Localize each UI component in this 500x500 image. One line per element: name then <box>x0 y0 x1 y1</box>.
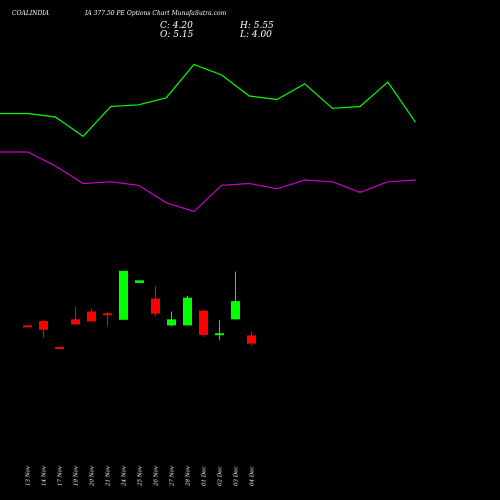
low-value: L: 4.00 <box>239 30 272 40</box>
upper-indicator-line <box>0 63 416 138</box>
candle-25-nov <box>135 280 144 283</box>
x-tick-label: 27 Nov <box>170 465 176 487</box>
candle-27-nov <box>167 311 176 327</box>
candle-19-nov <box>71 306 80 325</box>
candle-26-nov <box>151 286 160 317</box>
high-value: H: 5.55 <box>239 21 274 31</box>
candle-body <box>167 319 176 326</box>
candle-14-nov <box>39 319 48 338</box>
indicator-lines <box>0 63 416 213</box>
candle-body <box>71 319 80 325</box>
candle-04-dec <box>247 331 256 346</box>
contract-label: IA 377.50 PE Options Chart MunafaSutra.c… <box>84 10 227 17</box>
x-tick-label: 19 Nov <box>74 465 80 486</box>
candle-body <box>103 313 112 316</box>
candle-body <box>119 270 128 320</box>
candle-body <box>215 333 224 336</box>
x-tick-label: 26 Nov <box>154 465 160 487</box>
x-tick-label: 02 Dec <box>218 467 224 487</box>
candle-body <box>23 325 32 328</box>
x-tick-label: 25 Nov <box>138 465 144 487</box>
x-axis-labels: 13 Nov 14 Nov 17 Nov 19 Nov 20 Nov 21 Nov 24 N… <box>26 465 256 487</box>
x-tick-label: 17 Nov <box>58 465 64 486</box>
candle-body <box>87 311 96 322</box>
x-tick-label: 03 Dec <box>234 467 240 487</box>
candle-body <box>135 280 144 283</box>
x-tick-label: 14 Nov <box>42 465 48 486</box>
candle-01-dec <box>199 309 208 338</box>
candle-17-nov <box>55 347 64 350</box>
close-value: C: 4.20 <box>160 21 193 31</box>
x-tick-label: 21 Nov <box>106 465 112 487</box>
x-tick-label: 04 Dec <box>250 467 256 487</box>
candle-body <box>55 347 64 350</box>
candle-body <box>183 297 192 326</box>
x-tick-label: 13 Nov <box>26 465 32 486</box>
candlesticks <box>23 270 256 350</box>
candle-body <box>247 335 256 344</box>
x-tick-label: 24 Nov <box>122 465 128 487</box>
candle-body <box>39 321 48 330</box>
candle-20-nov <box>87 308 96 322</box>
open-value: O: 5.15 <box>160 30 194 40</box>
candle-body <box>199 310 208 335</box>
x-tick-label: 28 Nov <box>186 465 192 487</box>
candle-24-nov <box>119 270 128 320</box>
x-tick-label: 20 Nov <box>90 465 96 487</box>
candle-body <box>231 301 240 320</box>
symbol-label: COALINDIA <box>12 10 50 17</box>
candle-13-nov <box>23 325 32 328</box>
candle-body <box>151 298 160 314</box>
candle-21-nov <box>103 311 112 327</box>
candle-28-nov <box>183 295 192 326</box>
lower-indicator-line <box>0 151 416 213</box>
candle-02-dec <box>215 320 224 341</box>
candle-03-dec <box>231 271 240 320</box>
x-tick-label: 01 Dec <box>202 467 208 487</box>
